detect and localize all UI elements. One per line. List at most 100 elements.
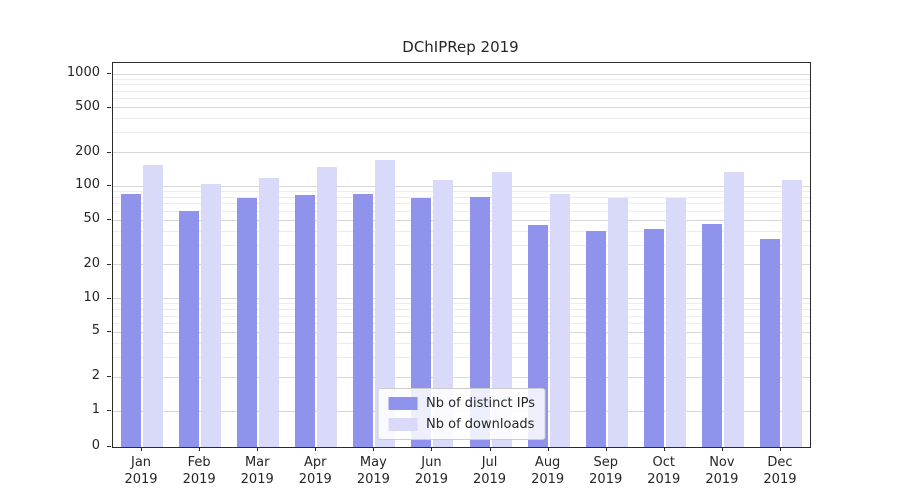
- x-tick-label: Jul 2019: [472, 455, 507, 487]
- y-tick-mark: [107, 106, 111, 108]
- y-tick-label: 20: [83, 255, 100, 271]
- minor-gridline: [113, 244, 810, 246]
- minor-gridline: [113, 84, 810, 86]
- x-tick-mark: [373, 447, 375, 451]
- bar-downloads: [723, 171, 744, 447]
- bar-downloads: [549, 194, 570, 447]
- bar-downloads: [317, 166, 338, 447]
- x-tick-label: Jun 2019: [414, 455, 448, 487]
- x-tick-mark: [141, 447, 143, 451]
- minor-gridline: [113, 203, 810, 205]
- minor-gridline: [113, 303, 810, 305]
- x-tick-mark: [547, 447, 549, 451]
- minor-gridline: [113, 323, 810, 325]
- plot-area: Nb of distinct IPs Nb of downloads: [112, 62, 811, 448]
- y-tick-label: 2: [91, 368, 100, 384]
- bar-downloads: [665, 198, 686, 447]
- major-gridline: [113, 376, 810, 378]
- x-tick-label: Jan 2019: [124, 455, 158, 487]
- x-tick-label: Feb 2019: [182, 455, 216, 487]
- y-tick-label: 0: [91, 438, 100, 453]
- legend: Nb of distinct IPs Nb of downloads: [377, 388, 546, 440]
- bar-distinct-ips: [179, 211, 200, 447]
- y-tick-mark: [107, 331, 111, 333]
- major-gridline: [113, 264, 810, 266]
- minor-gridline: [113, 342, 810, 344]
- major-gridline: [113, 219, 810, 221]
- bar-distinct-ips: [237, 197, 258, 447]
- major-gridline: [113, 298, 810, 300]
- bar-downloads: [433, 179, 454, 447]
- y-tick-mark: [107, 151, 111, 153]
- bar-distinct-ips: [759, 238, 780, 447]
- x-tick-mark: [431, 447, 433, 451]
- y-tick-mark: [107, 263, 111, 265]
- bar-downloads: [781, 179, 802, 447]
- bar-downloads: [375, 160, 396, 447]
- legend-entry: Nb of downloads: [388, 417, 535, 432]
- y-tick-label: 50: [83, 211, 100, 227]
- y-tick-label: 500: [75, 98, 100, 114]
- x-tick-mark: [315, 447, 317, 451]
- bar-distinct-ips: [701, 224, 722, 447]
- x-tick-label: Apr 2019: [298, 455, 332, 487]
- bar-downloads: [201, 183, 222, 447]
- x-tick-mark: [721, 447, 723, 451]
- bar-distinct-ips: [353, 193, 374, 447]
- minor-gridline: [113, 118, 810, 120]
- minor-gridline: [113, 132, 810, 134]
- x-tick-label: Oct 2019: [647, 455, 681, 487]
- x-tick-label: Mar 2019: [240, 455, 274, 487]
- minor-gridline: [113, 78, 810, 80]
- major-gridline: [113, 185, 810, 187]
- minor-gridline: [113, 98, 810, 100]
- y-tick-label: 1: [91, 402, 100, 417]
- y-tick-mark: [107, 376, 111, 378]
- bar-distinct-ips: [643, 228, 664, 447]
- legend-entry: Nb of distinct IPs: [388, 396, 535, 411]
- bar-distinct-ips: [469, 197, 490, 447]
- minor-gridline: [113, 230, 810, 232]
- minor-gridline: [113, 356, 810, 358]
- y-tick-mark: [107, 446, 111, 447]
- bar-downloads: [143, 164, 164, 447]
- minor-gridline: [113, 90, 810, 92]
- x-tick-mark: [663, 447, 665, 451]
- bar-downloads: [607, 198, 628, 447]
- bar-distinct-ips: [295, 195, 316, 447]
- y-tick-mark: [107, 219, 111, 221]
- minor-gridline: [113, 196, 810, 198]
- minor-gridline: [113, 315, 810, 317]
- x-tick-mark: [489, 447, 491, 451]
- major-gridline: [113, 152, 810, 154]
- x-tick-label: Dec 2019: [763, 455, 797, 487]
- x-tick-mark: [605, 447, 607, 451]
- y-tick-label: 1000: [66, 65, 100, 80]
- minor-gridline: [113, 210, 810, 212]
- y-tick-mark: [107, 73, 111, 74]
- bar-distinct-ips: [121, 194, 142, 447]
- bar-distinct-ips: [411, 197, 432, 447]
- chart-title: DChIPRep 2019: [402, 38, 519, 56]
- minor-gridline: [113, 190, 810, 192]
- y-tick-label: 10: [83, 289, 100, 305]
- legend-label: Nb of distinct IPs: [426, 396, 535, 411]
- y-tick-label: 200: [75, 143, 100, 159]
- x-tick-mark: [257, 447, 259, 451]
- major-gridline: [113, 107, 810, 109]
- x-tick-label: Sep 2019: [589, 455, 623, 487]
- x-tick-label: Aug 2019: [531, 455, 565, 487]
- major-gridline: [113, 331, 810, 333]
- bar-downloads: [259, 178, 280, 447]
- major-gridline: [113, 73, 810, 75]
- x-tick-mark: [199, 447, 201, 451]
- x-tick-mark: [779, 447, 781, 451]
- y-tick-label: 5: [91, 323, 100, 339]
- legend-swatch: [388, 418, 418, 431]
- y-tick-mark: [107, 185, 111, 187]
- bar-distinct-ips: [585, 231, 606, 447]
- x-tick-label: May 2019: [356, 455, 390, 487]
- y-tick-mark: [107, 297, 111, 299]
- legend-label: Nb of downloads: [426, 417, 535, 432]
